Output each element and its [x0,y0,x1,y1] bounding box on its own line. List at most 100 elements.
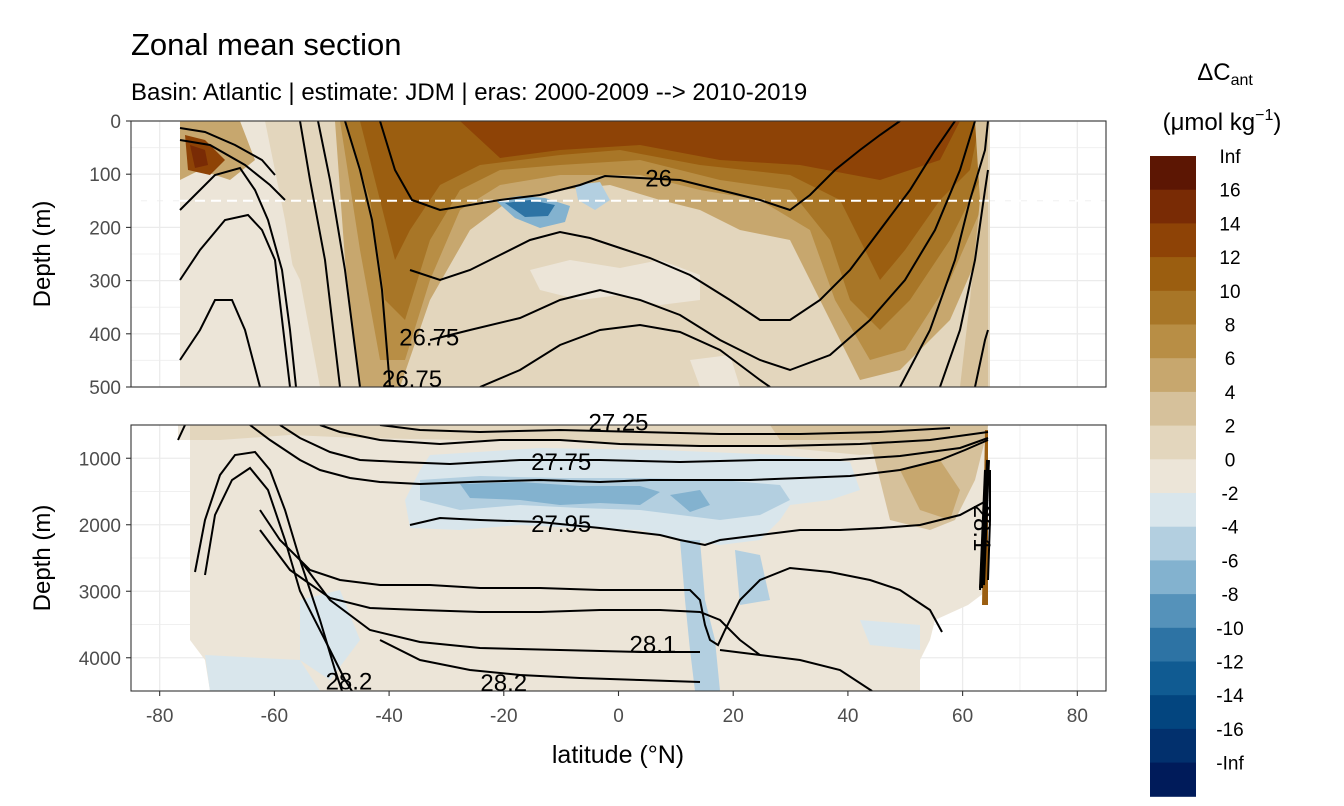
legend-label: -8 [1222,585,1239,606]
y-tick-label: 200 [89,218,121,239]
legend-label: 14 [1219,214,1241,235]
legend-swatch [1150,762,1196,797]
legend-swatch [1150,728,1196,764]
chart-subtitle: Basin: Atlantic | estimate: JDM | eras: … [131,79,807,106]
legend-swatch [1150,223,1196,258]
isopycnal-line [379,639,701,683]
isopycnal-label: 28.1 [968,505,995,552]
upper-panel-field [180,121,990,387]
field-region [735,550,770,605]
y-tick-label: 400 [89,325,121,346]
y-tick-label: 1000 [79,449,121,470]
legend-swatch [1150,290,1196,325]
isopycnal-label: 26.75 [399,325,459,352]
upper-panel-y-axis: 0 100 200 300 400 500 [89,112,131,399]
isopycnal-line [319,425,989,447]
x-tick-label: -60 [261,706,288,727]
upper-panel: 0 100 200 300 400 500 [89,112,1107,399]
field-region [460,482,660,505]
field-region [180,121,320,387]
isopycnal-label: 26.75 [382,366,442,393]
isopycnal-line [429,121,976,372]
field-region [460,121,960,180]
legend-unit: (μmol kg−1) [1163,107,1282,136]
y-tick-label: 500 [89,378,121,399]
x-tick-label: 80 [1067,706,1088,727]
isopycnal-label: 28.1 [630,631,677,658]
y-tick-label: 3000 [79,582,121,603]
x-tick-label: -80 [146,706,173,727]
legend-label: 4 [1225,383,1236,404]
legend-label: 6 [1225,349,1236,370]
legend-keys: Inf 16 14 12 10 8 6 4 2 0 -2 -4 -6 -8 -10 -12 -14 -16 -Inf [1150,147,1244,797]
isopycnal-line [279,425,989,466]
isopycnal-line [379,121,901,212]
legend-label: -12 [1216,653,1243,674]
x-tick-label: 60 [952,706,973,727]
legend-swatch [1150,189,1196,224]
isopycnal-label: 28.2 [326,669,373,696]
isopycnal-line [179,213,291,387]
legend-swatch [1150,627,1196,662]
isopycnal-line [899,121,989,387]
legend-label: -14 [1216,686,1244,707]
isopycnal-line [249,425,989,486]
isopycnal-line [179,127,276,176]
isopycnal-line [409,121,956,321]
legend-title: ΔCant [1197,59,1253,89]
x-tick-label: -20 [490,706,517,727]
legend-swatch [1150,560,1196,595]
isopycnal-line [981,459,990,586]
isopycnal-line [344,121,391,387]
legend-label: -16 [1216,720,1243,741]
isopycnal-line [194,450,343,691]
upper-panel-border [130,120,1107,388]
legend-label: 12 [1219,248,1240,269]
field-region [190,145,208,168]
isopycnal-line [259,529,761,656]
isopycnal-label: 27.95 [531,511,591,538]
isopycnal-line [179,166,297,387]
field-region [690,355,740,387]
legend-swatch [1150,459,1196,494]
legend-swatch [1150,493,1196,528]
isopycnal-line [479,323,771,387]
field-region [530,260,700,305]
lower-panel-field [178,425,988,691]
isopycnal-line [204,466,353,691]
legend-swatch [1150,391,1196,427]
lower-panel-isopycnals [177,425,991,691]
color-legend: ΔCant (μmol kg−1) Inf 16 14 12 10 8 6 4 2 0 -2 -4 -6… [1150,59,1281,797]
field-region [575,182,610,210]
legend-swatch [1150,594,1196,629]
legend-swatch [1150,425,1196,460]
legend-swatch [1150,695,1196,730]
y-axis-label-lower: Depth (m) [29,505,56,612]
isopycnal-line [299,121,341,387]
field-region [900,460,960,520]
legend-swatch [1150,661,1196,696]
legend-label: Inf [1219,147,1241,168]
field-region [960,121,988,387]
isopycnal-line [317,121,361,387]
x-tick-label: -40 [375,706,402,727]
y-tick-label: 300 [89,272,121,293]
upper-panel-isopycnals [179,121,989,387]
y-axis-label-upper: Depth (m) [29,201,56,308]
isopycnal-line [409,499,989,547]
y-tick-label: 4000 [79,649,121,670]
x-tick-label: 0 [613,706,624,727]
legend-label: -Inf [1216,754,1244,775]
legend-swatch [1150,358,1196,393]
isopycnal-line [719,649,873,691]
field-region [505,200,555,217]
lower-panel: 1000 2000 3000 4000 [79,424,1107,692]
legend-swatch [1150,526,1196,561]
x-tick-label: 20 [723,706,744,727]
legend-label: -10 [1216,619,1243,640]
isopycnal-line [179,139,286,201]
legend-label: 16 [1219,181,1240,202]
legend-label: -4 [1222,518,1239,539]
